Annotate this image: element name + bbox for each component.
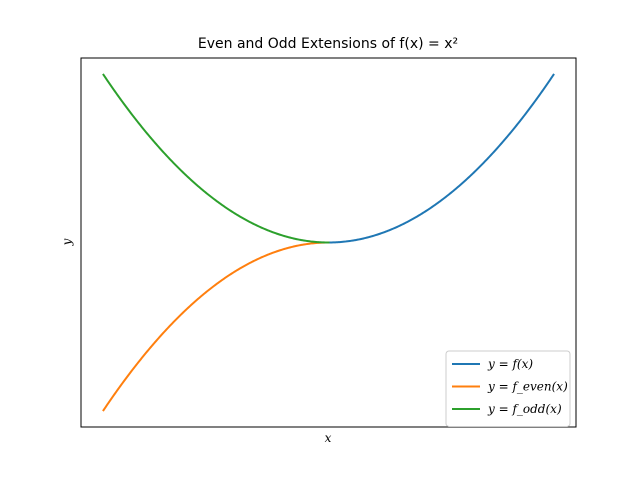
- series-line-y-f-odd-x: [102, 73, 330, 244]
- plot-area: [102, 73, 555, 412]
- x-axis-label: x: [325, 431, 332, 445]
- legend-label-y-f-x: y = f(x): [487, 357, 533, 371]
- y-axis-label: y: [60, 238, 74, 246]
- legend: y = f(x) y = f_even(x)y = f_odd(x): [445, 350, 571, 427]
- legend-label-y-f-even-x: y = f_even(x): [487, 380, 568, 394]
- series-line-y-f-x: [327, 73, 555, 244]
- series-line-y-f-even-x: [102, 241, 330, 412]
- chart-title: Even and Odd Extensions of f(x) = x²: [198, 36, 458, 52]
- axes-frame: [80, 57, 577, 428]
- legend-label-y-f-odd-x: y = f_odd(x): [487, 402, 562, 416]
- legend-box: [445, 350, 571, 427]
